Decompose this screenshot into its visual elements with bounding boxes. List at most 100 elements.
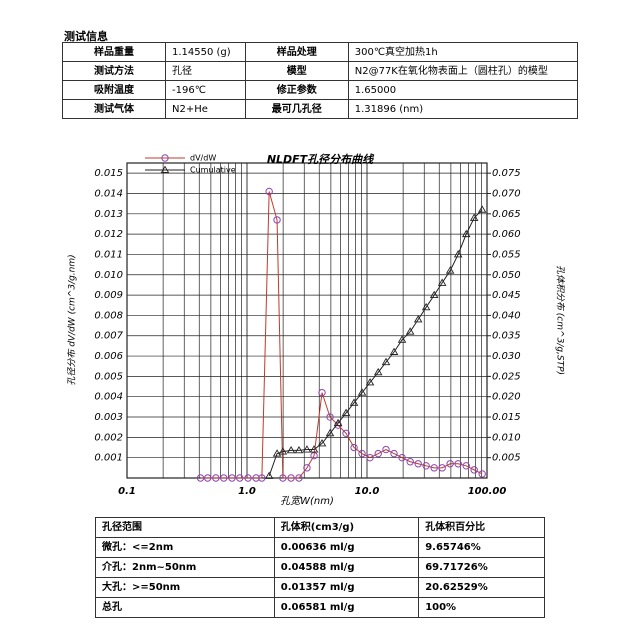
y-tick-label: 0.015	[94, 168, 123, 179]
data-point	[398, 453, 406, 462]
cell: 测试气体	[62, 99, 166, 119]
y2-tick-label: 0.055	[492, 249, 521, 260]
cell: 孔体积百分比	[418, 517, 545, 538]
data-point	[309, 445, 319, 453]
data-point	[203, 474, 212, 482]
cell: 总孔	[95, 597, 275, 618]
data-point	[302, 445, 312, 453]
data-point	[341, 408, 351, 416]
row: 吸附温度 -196℃ 修正参数 1.65000	[62, 80, 579, 100]
data-point	[258, 474, 266, 482]
cell: 20.62529%	[418, 577, 545, 598]
y-tick-label: 0.003	[94, 412, 123, 423]
y-tick-label: 0.008	[94, 310, 123, 321]
data-point	[350, 443, 358, 452]
info-table: 样品重量 1.14550 (g) 样品处理 300℃真空加热1h 测试方法 孔径 模型 N2@…	[62, 42, 579, 119]
data-point	[366, 453, 374, 462]
row: 总孔 0.06581 ml/g 100%	[95, 597, 545, 618]
data-point	[421, 302, 431, 311]
data-point	[286, 445, 296, 454]
data-point	[446, 460, 454, 468]
y2-axis-label: 孔体积分布 (cm^3/g,STP)	[555, 265, 566, 375]
y-tick-label: 0.001	[94, 453, 123, 464]
plot-frame	[126, 162, 488, 479]
x-tick-label: 1.0	[238, 486, 256, 497]
y-tick-label: 0.005	[94, 371, 123, 382]
data-point	[413, 315, 423, 323]
chart-title: NLDFT孔径分布曲线	[267, 153, 375, 166]
data-point	[196, 474, 205, 482]
y-tick-label: 0.004	[94, 392, 123, 403]
y-axis-label: 孔径分布 dV/dW (cm^3/g.nm)	[67, 254, 78, 385]
cell: 大孔：>=50nm	[95, 577, 275, 598]
row: 孔径范围 孔体积(cm3/g) 孔体积百分比	[95, 517, 545, 538]
data-point	[461, 229, 471, 238]
cell: 0.06581 ml/g	[273, 597, 420, 618]
data-point	[264, 471, 274, 479]
data-point	[272, 449, 282, 457]
data-point	[358, 449, 366, 458]
legend-marker	[161, 154, 169, 162]
y2-tick-label: 0.010	[492, 432, 521, 443]
cell: 孔径范围	[95, 517, 275, 538]
data-point	[294, 445, 304, 454]
data-point	[317, 439, 327, 447]
series-line	[268, 209, 483, 477]
cell: 1.31896 (nm)	[347, 99, 579, 119]
data-point	[220, 474, 228, 482]
legend-label: dV/dW	[190, 154, 216, 163]
data-point	[437, 278, 447, 286]
data-point	[357, 388, 367, 396]
cell: 100%	[418, 597, 545, 618]
data-point	[430, 464, 438, 472]
data-point	[365, 378, 375, 386]
y-tick-label: 0.011	[94, 249, 123, 260]
data-point	[414, 460, 422, 468]
y2-tick-label: 0.025	[492, 371, 521, 382]
data-point	[454, 460, 462, 468]
y-tick-label: 0.013	[94, 209, 123, 220]
data-point	[382, 445, 390, 454]
row: 介孔：2nm~50nm 0.04588 ml/g 69.71726%	[95, 557, 545, 578]
y2-tick-label: 0.050	[492, 270, 521, 281]
y2-tick-label: 0.005	[492, 453, 521, 464]
data-point	[477, 205, 487, 213]
cell: 69.71726%	[418, 557, 545, 578]
y2-tick-label: 0.020	[492, 392, 521, 403]
legend-label: Cumulative	[190, 166, 236, 175]
y-tick-label: 0.006	[94, 351, 123, 362]
legend-marker	[160, 165, 170, 173]
y-tick-label: 0.014	[94, 188, 123, 199]
data-point	[295, 474, 303, 482]
section-title: 测试信息	[64, 30, 108, 43]
data-point	[325, 428, 335, 437]
data-point	[212, 474, 220, 482]
cell: 0.04588 ml/g	[273, 557, 420, 578]
y-tick-label: 0.002	[94, 432, 123, 443]
y2-tick-label: 0.030	[492, 351, 521, 362]
data-point	[390, 449, 398, 458]
cell: 0.01357 ml/g	[273, 577, 420, 598]
data-point	[397, 335, 407, 343]
y2-tick-label: 0.035	[492, 331, 521, 342]
cell: 介孔：2nm~50nm	[95, 557, 275, 578]
data-point	[470, 466, 478, 474]
data-point	[429, 290, 439, 299]
y2-tick-label: 0.045	[492, 290, 521, 301]
y-tick-label: 0.012	[94, 229, 123, 240]
data-point	[318, 388, 326, 397]
x-tick-label: 100.00	[468, 486, 507, 497]
x-axis-label: 孔宽W(nm)	[280, 495, 334, 507]
data-point	[265, 187, 273, 196]
data-point	[445, 266, 455, 274]
data-point	[406, 458, 414, 466]
data-point	[303, 464, 311, 472]
data-point	[244, 474, 252, 482]
series-line	[200, 191, 483, 479]
row: 测试气体 N2+He 最可几孔径 1.31896 (nm)	[62, 99, 579, 119]
data-point	[349, 398, 359, 406]
row: 测试方法 孔径 模型 N2@77K在氧化物表面上（圆柱孔）的模型	[62, 61, 579, 81]
data-point	[381, 357, 391, 366]
